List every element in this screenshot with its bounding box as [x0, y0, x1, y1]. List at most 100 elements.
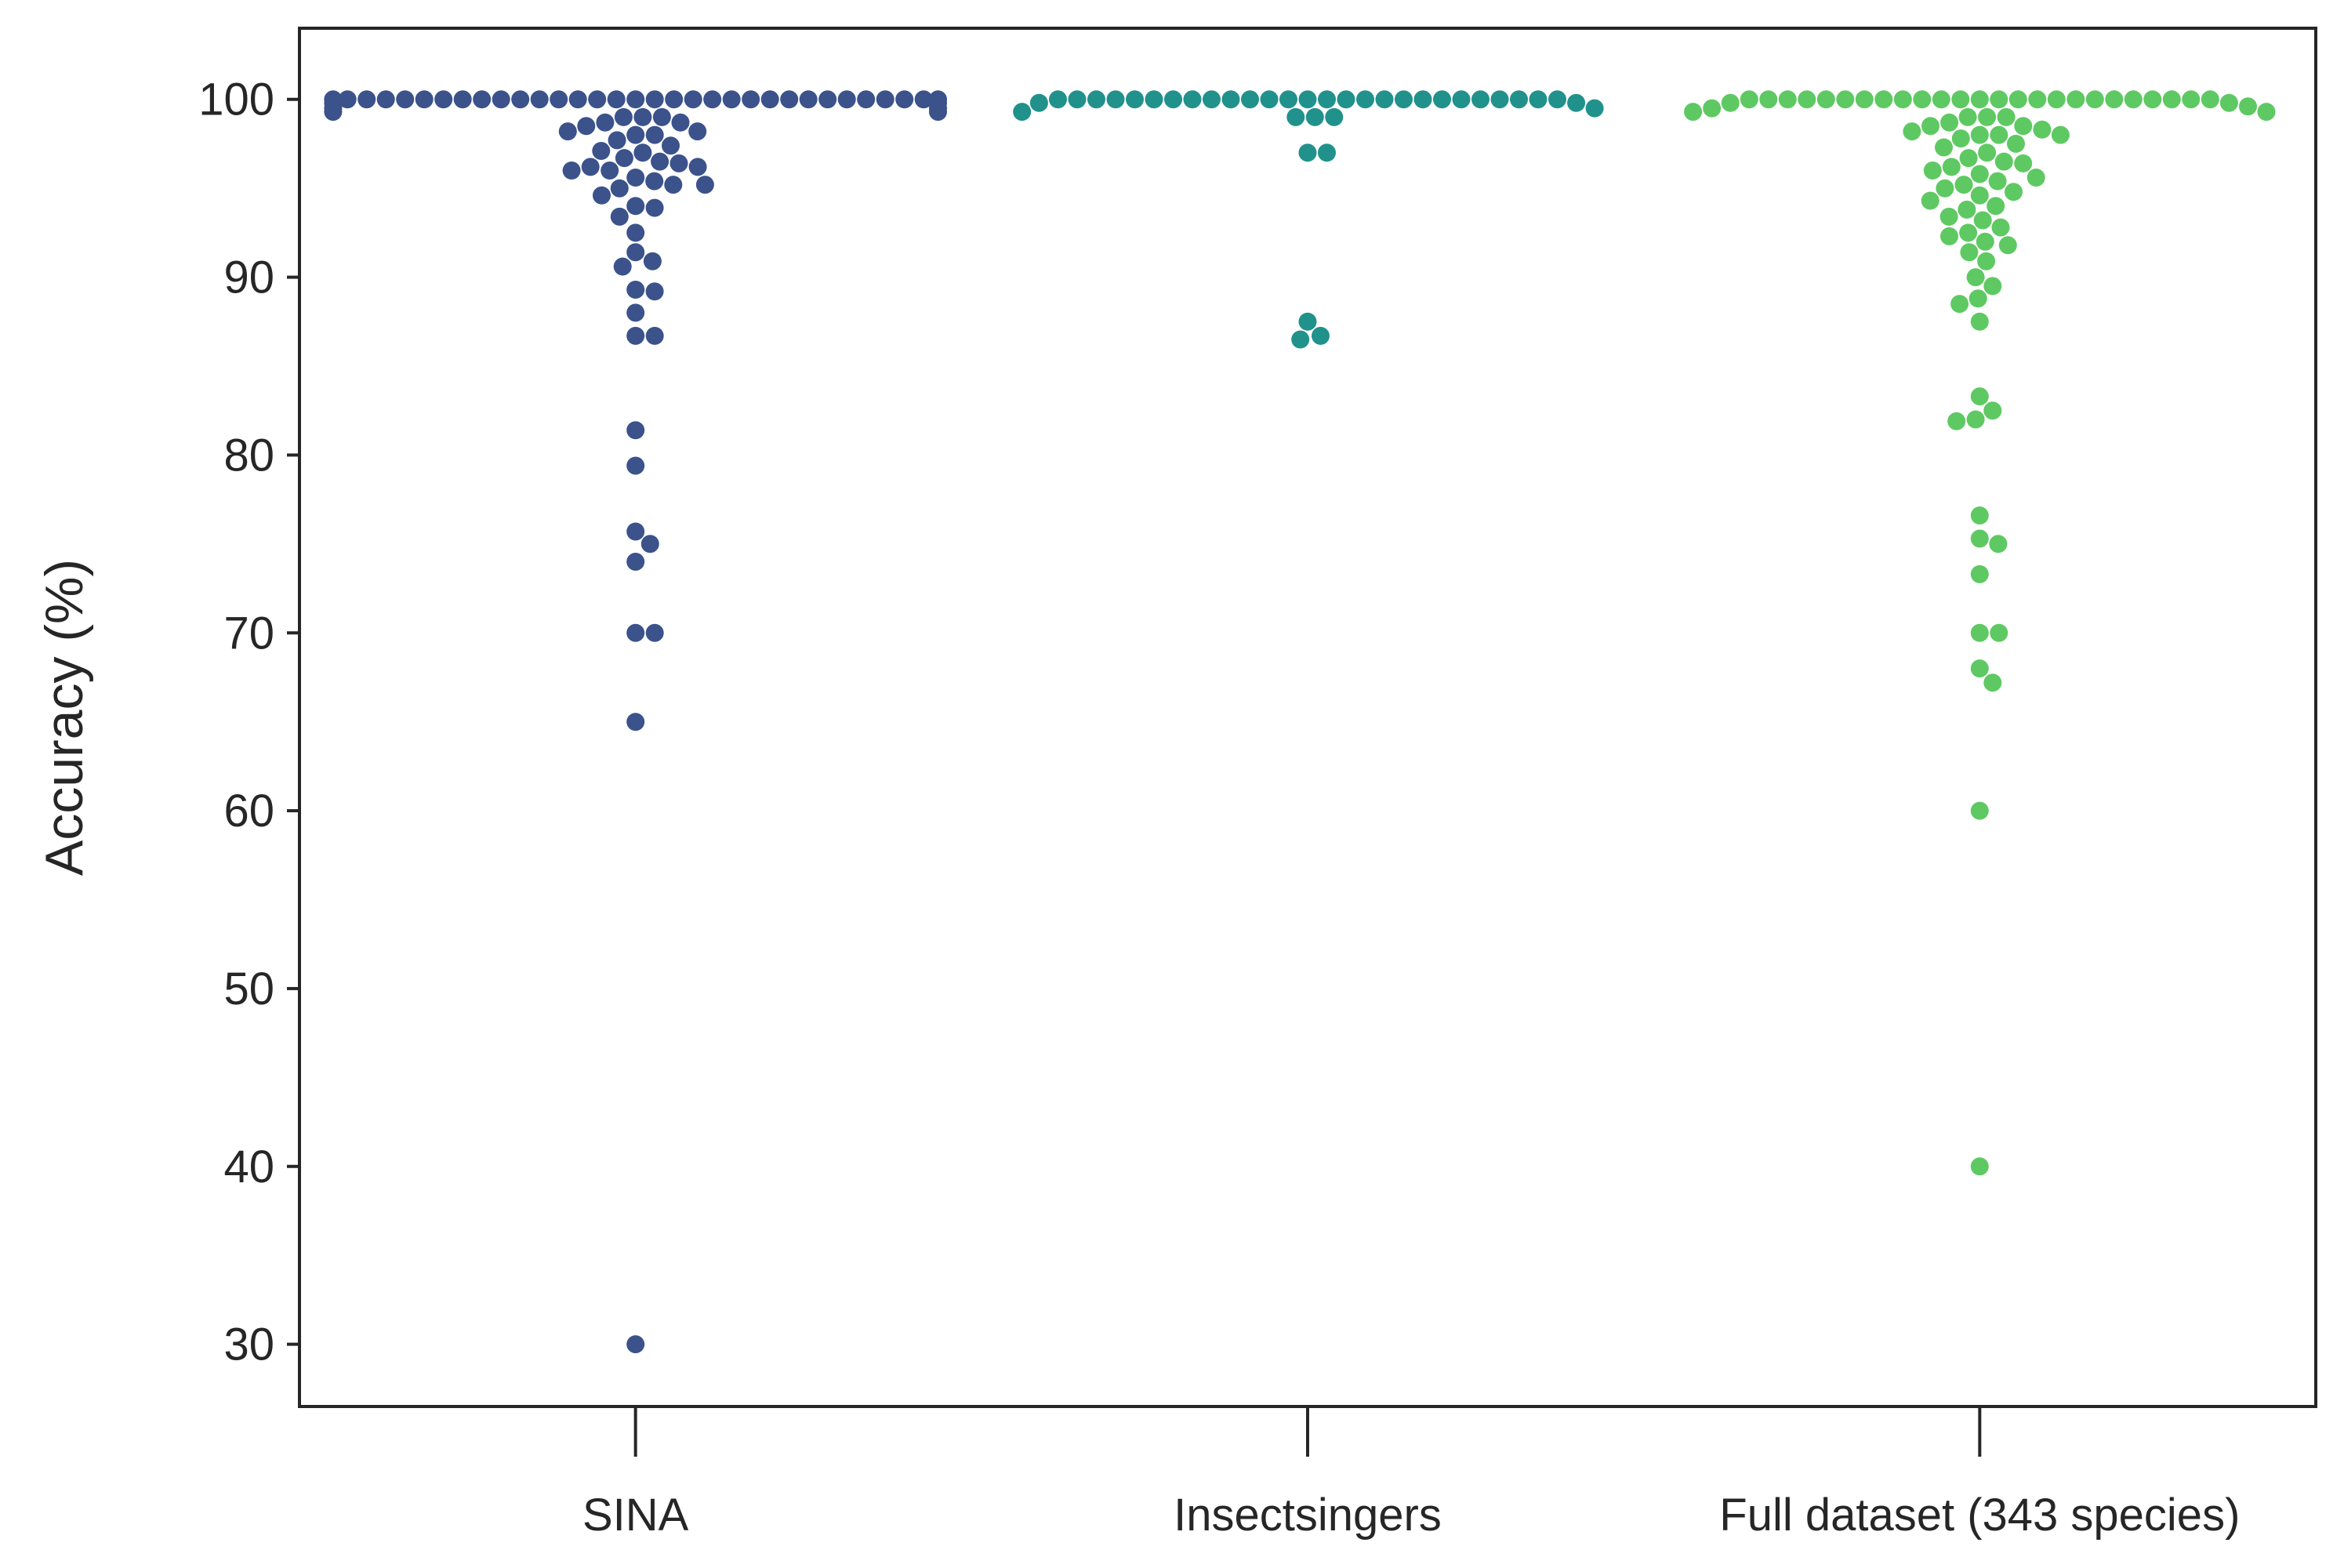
data-point — [1145, 90, 1163, 109]
data-point — [588, 90, 607, 109]
data-point — [1164, 90, 1182, 109]
data-point — [2007, 134, 2025, 153]
data-point — [1548, 90, 1566, 109]
data-point — [2239, 97, 2257, 116]
data-points — [324, 90, 2276, 1354]
data-point — [1951, 90, 1970, 109]
data-point — [1778, 90, 1797, 109]
data-point — [1958, 107, 1977, 126]
data-point — [760, 90, 779, 109]
data-point — [1966, 268, 1985, 287]
data-point — [1983, 401, 2002, 420]
data-point — [610, 207, 629, 226]
data-point — [592, 142, 611, 160]
data-point — [626, 223, 645, 242]
data-point — [2143, 90, 2162, 109]
data-point — [1940, 113, 1959, 132]
data-point — [1029, 93, 1048, 112]
data-point — [1942, 158, 1961, 176]
data-point — [1413, 90, 1432, 109]
data-point — [1939, 207, 1958, 226]
data-point — [1298, 312, 1317, 331]
data-point — [1759, 90, 1778, 109]
data-point — [1490, 90, 1509, 109]
data-point — [1935, 138, 1953, 157]
data-point — [1990, 125, 2008, 144]
data-point — [550, 90, 568, 109]
data-point — [1970, 801, 1989, 820]
data-point — [1106, 90, 1125, 109]
data-point — [1471, 90, 1489, 109]
data-point — [780, 90, 799, 109]
data-point — [376, 90, 395, 109]
data-point — [665, 90, 684, 109]
data-point — [1970, 564, 1989, 583]
data-point — [1703, 99, 1722, 118]
data-point — [1337, 90, 1355, 109]
data-point — [645, 90, 664, 109]
data-point — [1978, 107, 1997, 126]
data-point — [1977, 252, 1996, 270]
data-point — [1932, 90, 1950, 109]
data-point — [626, 90, 645, 109]
data-point — [615, 149, 633, 168]
data-point — [1970, 1157, 1989, 1176]
data-point — [614, 107, 633, 126]
data-point — [1855, 90, 1874, 109]
data-point — [1740, 90, 1758, 109]
data-point — [1298, 90, 1317, 109]
data-point — [645, 623, 664, 642]
data-point — [1684, 103, 1703, 122]
data-point — [1958, 200, 1976, 219]
data-point — [1940, 227, 1958, 245]
data-point — [1913, 90, 1932, 109]
data-point — [626, 243, 645, 262]
data-point — [1983, 673, 2002, 692]
data-point — [1318, 143, 1336, 162]
data-point — [626, 169, 645, 187]
data-point — [626, 421, 645, 440]
data-point — [626, 1335, 645, 1354]
data-point — [857, 90, 876, 109]
data-point — [1936, 179, 1954, 198]
data-point — [596, 113, 615, 132]
data-point — [688, 122, 707, 141]
data-point — [645, 125, 664, 144]
data-point — [645, 198, 664, 217]
data-point — [895, 90, 914, 109]
data-point — [1983, 277, 2002, 296]
data-point — [1923, 162, 1942, 180]
data-point — [2162, 90, 2181, 109]
data-point — [1970, 623, 1989, 642]
data-point — [1960, 243, 1979, 262]
data-point — [703, 90, 722, 109]
data-point — [1970, 312, 1989, 331]
data-point — [662, 136, 680, 155]
data-point — [1990, 90, 2008, 109]
y-tick-label: 100 — [198, 74, 274, 125]
data-point — [2085, 90, 2104, 109]
data-point — [652, 107, 671, 126]
data-point — [645, 326, 664, 345]
data-point — [2219, 93, 2238, 112]
data-point — [626, 303, 645, 322]
data-point — [1987, 197, 2005, 216]
data-point — [1183, 90, 1202, 109]
data-point — [1966, 410, 1985, 429]
data-point — [626, 522, 645, 541]
data-point — [1068, 90, 1087, 109]
data-point — [645, 282, 664, 301]
data-point — [2051, 125, 2070, 144]
data-point — [1959, 149, 1978, 168]
data-point — [633, 143, 652, 162]
x-tick-label: Insectsingers — [1174, 1490, 1442, 1541]
data-point — [1970, 125, 1989, 144]
data-point — [396, 90, 415, 109]
data-point — [1978, 143, 1997, 162]
data-point — [577, 117, 596, 136]
data-point — [1087, 90, 1105, 109]
data-point — [664, 176, 683, 194]
data-point — [1921, 191, 1939, 210]
data-point — [453, 90, 472, 109]
y-tick-label: 40 — [223, 1142, 274, 1192]
